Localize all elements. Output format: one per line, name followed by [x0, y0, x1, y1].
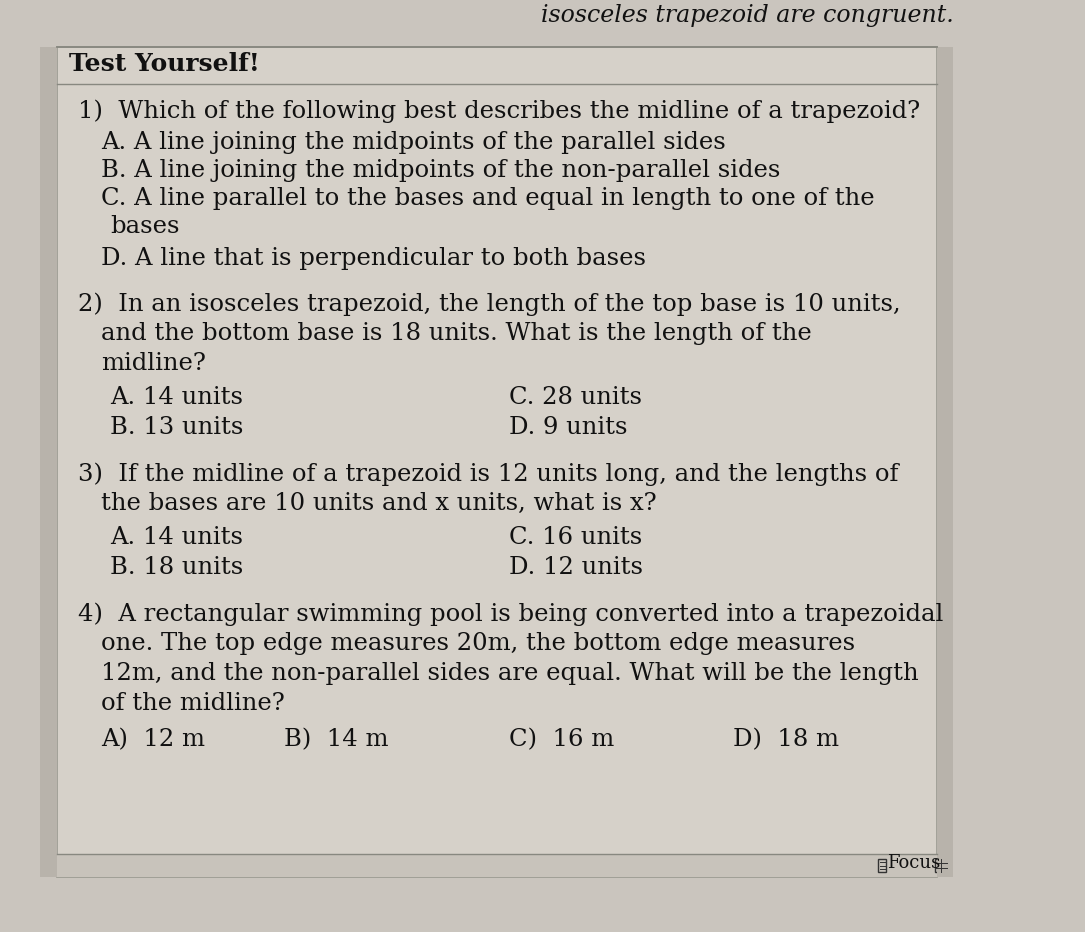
- Text: bases: bases: [110, 215, 179, 238]
- Text: A)  12 m: A) 12 m: [101, 728, 205, 751]
- Bar: [935, 859, 947, 872]
- FancyBboxPatch shape: [56, 47, 936, 877]
- Text: 2)  In an isosceles trapezoid, the length of the top base is 10 units,: 2) In an isosceles trapezoid, the length…: [78, 292, 901, 316]
- Text: 1)  Which of the following best describes the midline of a trapezoid?: 1) Which of the following best describes…: [78, 99, 920, 122]
- Text: B)  14 m: B) 14 m: [284, 728, 388, 751]
- Text: C)  16 m: C) 16 m: [509, 728, 614, 751]
- FancyBboxPatch shape: [56, 854, 936, 877]
- Text: 12m, and the non-parallel sides are equal. What will be the length: 12m, and the non-parallel sides are equa…: [101, 662, 919, 685]
- Text: C. A line parallel to the bases and equal in length to one of the: C. A line parallel to the bases and equa…: [101, 187, 875, 210]
- Text: A. 14 units: A. 14 units: [110, 526, 243, 549]
- Text: isosceles trapezoid are congruent.: isosceles trapezoid are congruent.: [540, 4, 954, 27]
- Text: of the midline?: of the midline?: [101, 692, 284, 715]
- Text: C. 16 units: C. 16 units: [509, 526, 642, 549]
- Text: A. 14 units: A. 14 units: [110, 386, 243, 409]
- Bar: [936, 47, 954, 877]
- Text: midline?: midline?: [101, 352, 206, 375]
- Text: B. A line joining the midpoints of the non-parallel sides: B. A line joining the midpoints of the n…: [101, 159, 780, 182]
- Text: B. 13 units: B. 13 units: [110, 416, 243, 439]
- Text: D. 12 units: D. 12 units: [509, 556, 642, 579]
- Bar: [878, 859, 886, 872]
- Text: and the bottom base is 18 units. What is the length of the: and the bottom base is 18 units. What is…: [101, 322, 812, 345]
- Text: the bases are 10 units and x units, what is x?: the bases are 10 units and x units, what…: [101, 492, 656, 515]
- Text: B. 18 units: B. 18 units: [110, 556, 243, 579]
- Text: D)  18 m: D) 18 m: [733, 728, 840, 751]
- Text: 4)  A rectangular swimming pool is being converted into a trapezoidal: 4) A rectangular swimming pool is being …: [78, 602, 943, 625]
- Text: Test Yourself!: Test Yourself!: [68, 52, 259, 76]
- Text: A. A line joining the midpoints of the parallel sides: A. A line joining the midpoints of the p…: [101, 131, 726, 154]
- Text: 3)  If the midline of a trapezoid is 12 units long, and the lengths of: 3) If the midline of a trapezoid is 12 u…: [78, 462, 898, 486]
- Text: C. 28 units: C. 28 units: [509, 386, 641, 409]
- Text: D. A line that is perpendicular to both bases: D. A line that is perpendicular to both …: [101, 247, 646, 270]
- Text: D. 9 units: D. 9 units: [509, 416, 627, 439]
- Bar: [40, 47, 56, 877]
- Text: Focus: Focus: [888, 854, 941, 872]
- Text: one. The top edge measures 20m, the bottom edge measures: one. The top edge measures 20m, the bott…: [101, 632, 855, 655]
